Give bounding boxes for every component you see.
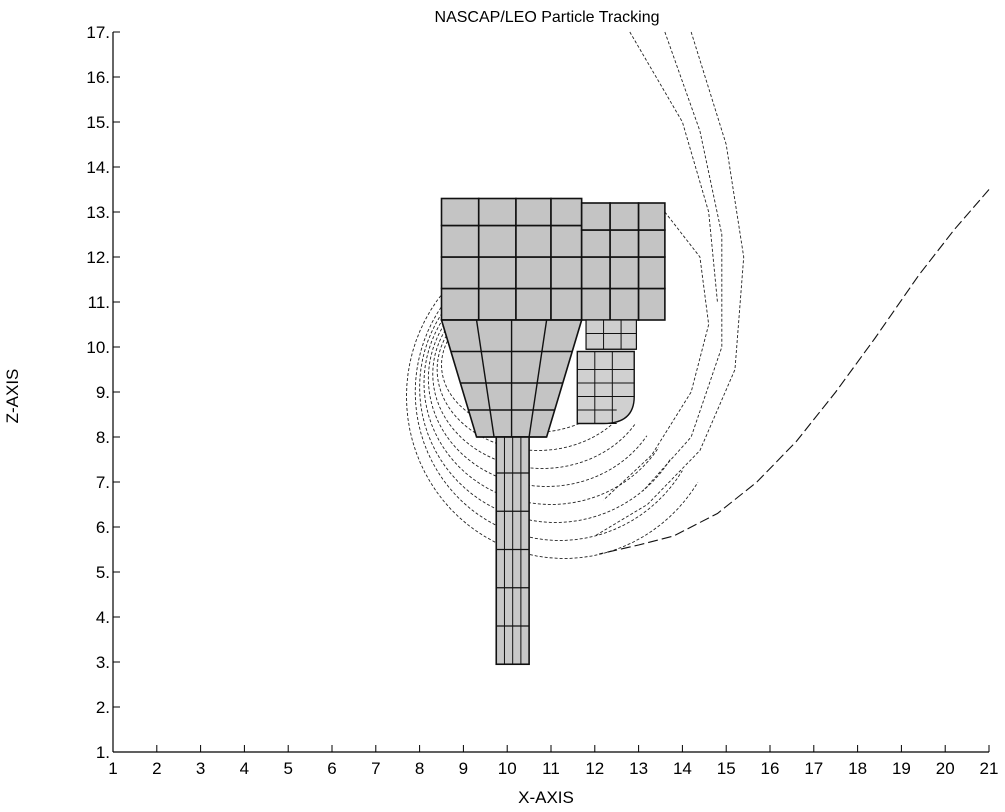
x-tick-label: 10 [498,759,517,778]
side-panel-cell [609,256,640,290]
side-panel-cell [637,256,666,290]
small-box [585,319,638,350]
y-tick-label: 15. [86,113,110,132]
y-tick-label: 13. [86,203,110,222]
x-tick-label: 9 [459,759,468,778]
upper-block-cell [515,256,552,290]
particle-trajectory [629,31,718,303]
side-panel-cell [609,229,640,258]
y-tick-label: 12. [86,248,110,267]
x-tick-label: 15 [717,759,736,778]
y-tick-label: 6. [96,518,110,537]
x-tick-label: 16 [761,759,780,778]
y-tick-label: 1. [96,743,110,762]
x-tick-label: 13 [629,759,648,778]
y-tick-label: 4. [96,608,110,627]
y-tick-label: 5. [96,563,110,582]
upper-block-cell [515,287,552,321]
x-axis-title: X-AXIS [518,788,574,807]
y-tick-label: 11. [88,293,110,312]
upper-block-cell [550,256,583,290]
particle-trajectory [642,31,723,492]
x-tick-label: 6 [327,759,336,778]
cone-radial-line [475,319,495,438]
x-tick-label: 8 [415,759,424,778]
cone-radial-line [528,319,548,438]
particle-trajectory [423,262,660,505]
x-tick-label: 19 [892,759,911,778]
x-tick-label: 5 [283,759,292,778]
side-panel-cell [609,287,640,321]
y-tick-label: 16. [86,68,110,87]
x-tick-label: 7 [371,759,380,778]
upper-block-cell [477,197,517,227]
side-panel-cell [580,202,611,231]
chart-title: NASCAP/LEO Particle Tracking [435,9,660,26]
upper-block-cell [477,256,517,290]
y-tick-label: 2. [96,698,110,717]
y-tick-label: 10. [86,338,110,357]
axes: 1 2 3 4 5 6 7 8 9 10 11 12 13 14 15 16 17 18 19 20 211.2.3.4… [86,23,998,778]
particle-trajectory [436,289,624,451]
y-tick-label: 8. [96,428,110,447]
particle-trajectory [594,31,745,537]
y-tick-label: 14. [86,158,110,177]
upper-block-cell [550,197,583,227]
x-tick-label: 18 [848,759,867,778]
long-particle-path [599,189,990,555]
side-panel-cell [580,229,611,258]
upper-block-cell [440,256,480,290]
x-tick-label: 17 [804,759,823,778]
x-tick-label: 3 [196,759,205,778]
side-panel-cell [637,287,666,321]
x-tick-label: 1 [108,759,117,778]
y-tick-label: 17. [86,23,110,42]
side-panel-cell [637,202,666,231]
x-tick-label: 21 [980,759,999,778]
upper-block-cell [440,224,480,258]
x-tick-label: 12 [585,759,604,778]
side-ribs [576,350,635,425]
y-tick-label: 3. [96,653,110,672]
side-panel-cell [580,256,611,290]
upper-block-cell [477,224,517,258]
y-tick-label: 7. [96,473,110,492]
plot-area [406,31,990,666]
upper-block-cell [550,287,583,321]
y-axis-title: Z-AXIS [3,369,22,424]
y-tick-label: 9. [96,383,110,402]
side-panel-cell [609,202,640,231]
upper-block-cell [550,224,583,258]
side-panel-cell [580,287,611,321]
x-tick-label: 11 [542,759,560,778]
upper-block-cell [515,224,552,258]
side-panel-cell [637,229,666,258]
upper-block-cell [440,287,480,321]
upper-block-cell [515,197,552,227]
x-tick-label: 4 [240,759,249,778]
upper-block-cell [440,197,480,227]
upper-block-cell [477,287,517,321]
x-tick-label: 14 [673,759,692,778]
x-tick-label: 20 [936,759,955,778]
particle-trajectory [603,211,710,501]
x-tick-label: 2 [152,759,161,778]
